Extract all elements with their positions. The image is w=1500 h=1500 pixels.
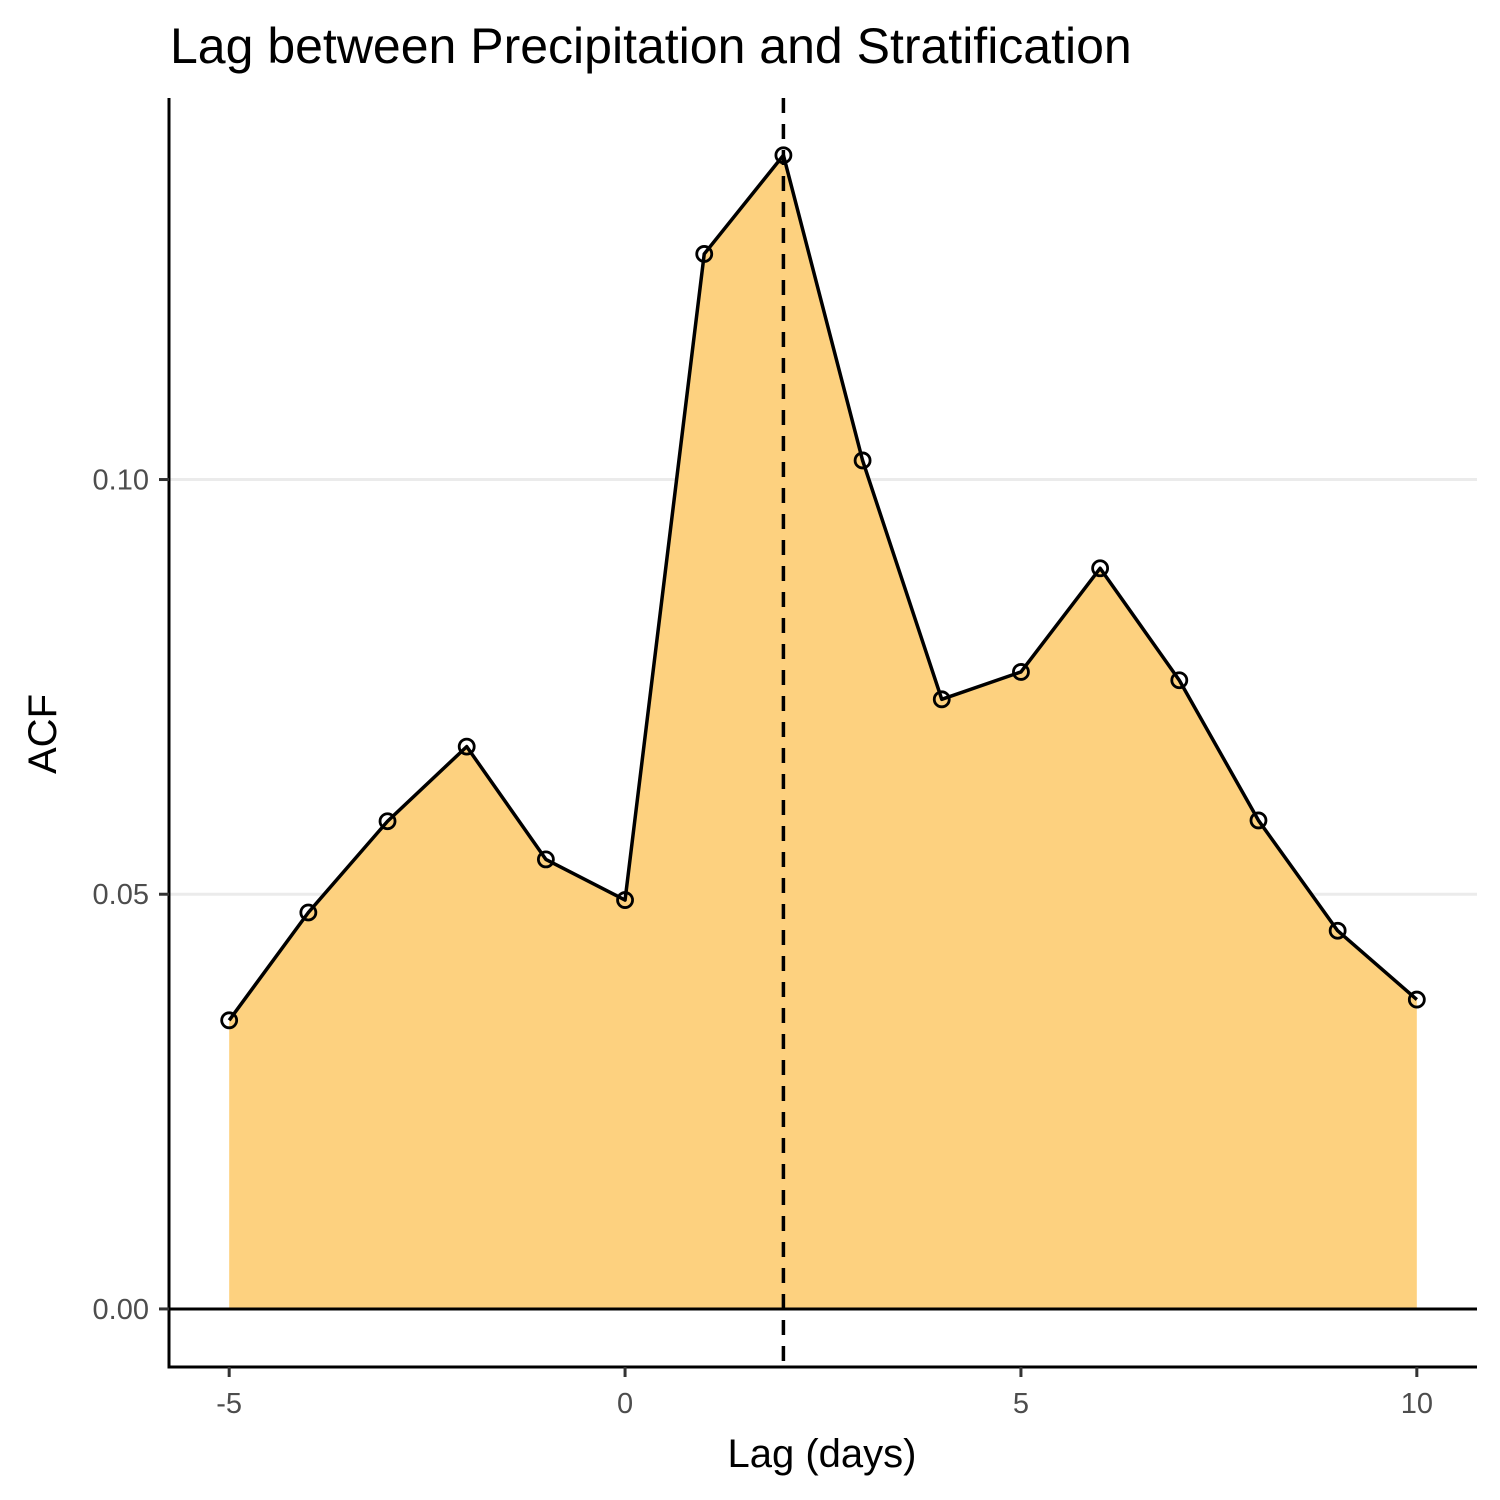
area-layer bbox=[229, 155, 1417, 1309]
data-points bbox=[220, 146, 1426, 1030]
data-point-lag--4 bbox=[299, 903, 318, 922]
chart-title: Lag between Precipitation and Stratifica… bbox=[170, 18, 1132, 74]
data-point-lag--1 bbox=[536, 850, 555, 869]
x-axis-title: Lag (days) bbox=[728, 1432, 917, 1476]
data-point-lag--3 bbox=[378, 812, 397, 831]
x-tick-label: 10 bbox=[1401, 1388, 1433, 1420]
acf-line bbox=[227, 153, 1418, 1022]
reference-lines bbox=[169, 98, 1477, 1367]
data-point-lag--2 bbox=[457, 737, 476, 756]
y-tick-label: 0.05 bbox=[93, 879, 149, 911]
data-point-lag-10 bbox=[1407, 990, 1426, 1009]
x-tick-label: 0 bbox=[617, 1388, 633, 1420]
data-point-lag-4 bbox=[932, 690, 951, 709]
x-tick-label: 5 bbox=[1013, 1388, 1029, 1420]
y-tick-label: 0.00 bbox=[93, 1294, 149, 1326]
x-tick-label: -5 bbox=[216, 1388, 242, 1420]
data-point-lag-0 bbox=[616, 891, 634, 909]
data-point-lag-6 bbox=[1091, 559, 1110, 578]
y-tick-label: 0.10 bbox=[93, 465, 149, 497]
tick-labels: -5 0 5 10 0.00 0.05 0.10 bbox=[93, 465, 1433, 1420]
data-point-lag-1 bbox=[695, 245, 714, 263]
data-point-lag--5 bbox=[220, 1011, 239, 1030]
data-point-lag-8 bbox=[1249, 811, 1268, 830]
data-point-lag-2 bbox=[774, 146, 793, 165]
axes bbox=[159, 98, 1477, 1377]
data-point-lag-7 bbox=[1170, 671, 1189, 690]
data-point-lag-3 bbox=[853, 451, 872, 470]
data-point-lag-9 bbox=[1328, 921, 1347, 940]
data-point-lag-5 bbox=[1012, 663, 1030, 681]
acf-area bbox=[229, 155, 1417, 1309]
series-line-layer bbox=[227, 153, 1418, 1022]
y-axis-title: ACF bbox=[21, 694, 65, 774]
